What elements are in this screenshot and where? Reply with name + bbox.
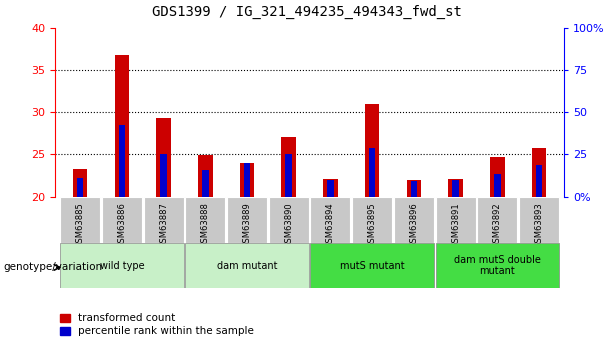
Bar [352,197,392,243]
Bar [435,243,559,288]
Bar [73,169,88,197]
Bar [240,163,254,197]
Bar [310,197,351,243]
Text: GSM63888: GSM63888 [201,202,210,248]
Bar [310,243,434,288]
Bar [156,118,171,197]
Bar [536,165,543,197]
Text: GSM63889: GSM63889 [243,202,251,248]
Text: GSM63887: GSM63887 [159,202,168,248]
Text: GSM63890: GSM63890 [284,202,293,248]
Bar [227,197,267,243]
Text: GSM63885: GSM63885 [75,202,85,248]
Bar [323,179,338,197]
Text: GSM63894: GSM63894 [326,202,335,248]
Text: dam mutant: dam mutant [217,261,277,270]
Bar [185,243,309,288]
Bar [102,197,142,243]
Text: GDS1399 / IG_321_494235_494343_fwd_st: GDS1399 / IG_321_494235_494343_fwd_st [151,5,462,19]
Text: mutS mutant: mutS mutant [340,261,405,270]
Bar [268,197,309,243]
Bar [244,163,250,197]
Bar [60,197,100,243]
Bar [198,155,213,197]
Bar [185,197,226,243]
Bar [394,197,434,243]
Bar [531,148,546,197]
Text: wild type: wild type [99,261,144,270]
Bar [452,180,459,197]
Bar [490,157,504,197]
Bar [281,137,296,197]
Text: GSM63895: GSM63895 [368,202,376,248]
Bar [369,148,375,197]
Bar [286,154,292,197]
Bar [115,56,129,197]
Text: GSM63891: GSM63891 [451,202,460,248]
Bar [60,243,184,288]
Bar [143,197,184,243]
Bar [435,197,476,243]
Bar [77,178,83,197]
Text: GSM63896: GSM63896 [409,202,418,248]
Bar [411,180,417,197]
Bar [519,197,559,243]
Bar [202,170,208,197]
Legend: transformed count, percentile rank within the sample: transformed count, percentile rank withi… [60,313,254,336]
Text: genotype/variation: genotype/variation [3,263,102,272]
Text: GSM63892: GSM63892 [493,202,501,248]
Text: GSM63886: GSM63886 [118,202,126,248]
Bar [406,180,421,197]
Text: GSM63893: GSM63893 [535,202,544,248]
Bar [161,154,167,197]
Bar [477,197,517,243]
Bar [365,104,379,197]
Bar [327,180,333,197]
Text: dam mutS double
mutant: dam mutS double mutant [454,255,541,276]
Bar [448,179,463,197]
Bar [118,125,125,197]
Bar [494,174,501,197]
